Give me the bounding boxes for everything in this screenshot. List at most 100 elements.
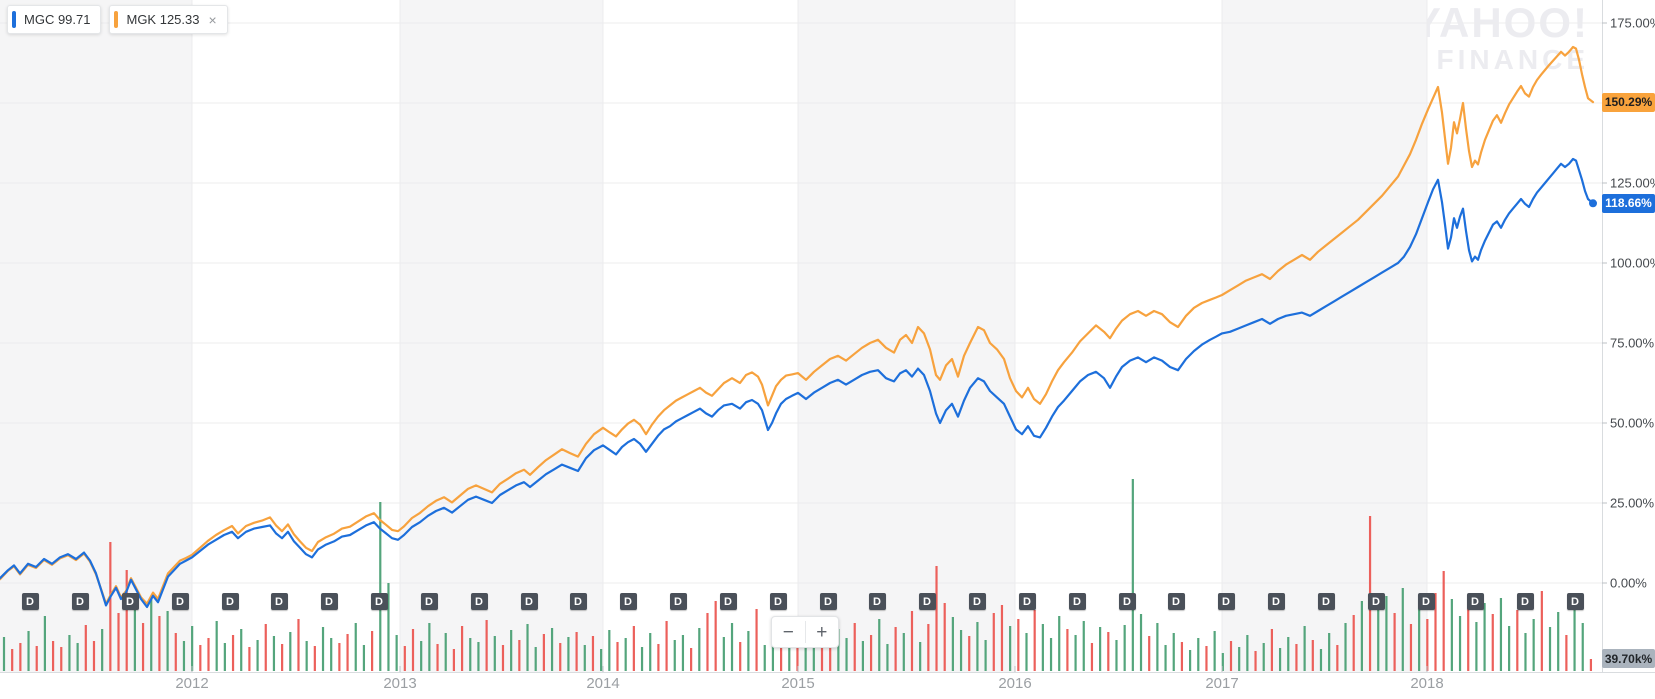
volume-bar <box>1548 627 1552 671</box>
volume-bar <box>878 619 881 671</box>
y-axis-label: 75.00% <box>1610 335 1655 351</box>
volume-bar <box>387 583 390 671</box>
zoom-control-divider <box>804 621 806 643</box>
dividend-marker[interactable]: D <box>1118 593 1136 610</box>
dividend-marker[interactable]: D <box>1018 593 1036 610</box>
volume-bar <box>395 635 398 671</box>
volume-bar <box>542 634 545 671</box>
zoom-out-button[interactable]: − <box>772 617 805 647</box>
legend-chip-mgc[interactable]: MGC 99.71 <box>7 5 102 34</box>
volume-bar <box>681 635 685 671</box>
volume-bar <box>1360 601 1363 671</box>
volume-bar <box>1090 643 1094 671</box>
dividend-marker[interactable]: D <box>520 593 538 610</box>
dividend-marker[interactable]: D <box>470 593 488 610</box>
volume-bar <box>76 643 79 671</box>
volume-bar <box>616 642 619 671</box>
dividend-marker[interactable]: D <box>769 593 787 610</box>
volume-bar <box>1189 650 1192 671</box>
volume-bar <box>640 647 644 671</box>
mgk-close-icon[interactable]: × <box>208 11 217 28</box>
dividend-marker[interactable]: D <box>619 593 637 610</box>
volume-bar <box>722 637 725 671</box>
volume-bar <box>1197 638 1200 671</box>
dividend-marker[interactable]: D <box>270 593 288 610</box>
dividend-marker[interactable]: D <box>320 593 338 610</box>
price-line-mgc[interactable] <box>0 157 1595 609</box>
dividend-marker[interactable]: D <box>1068 593 1086 610</box>
volume-bar <box>1139 614 1143 671</box>
volume-bar <box>976 622 979 671</box>
dividend-marker[interactable]: D <box>1217 593 1235 610</box>
dividend-marker[interactable]: D <box>1466 593 1484 610</box>
volume-bar <box>1180 642 1184 671</box>
volume-bar <box>330 638 333 671</box>
volume-bar <box>256 640 259 671</box>
dividend-marker[interactable]: D <box>968 593 986 610</box>
volume-bar <box>1238 647 1241 671</box>
volume-bar <box>1058 616 1061 671</box>
volume-bar <box>1401 588 1404 671</box>
dividend-marker[interactable]: D <box>669 593 687 610</box>
y-axis-label: 25.00% <box>1610 495 1655 511</box>
dividend-marker[interactable]: D <box>221 593 239 610</box>
volume-bar <box>1205 646 1208 671</box>
dividend-marker[interactable]: D <box>171 593 189 610</box>
volume-bar <box>1107 632 1110 671</box>
volume-bar <box>1418 605 1421 671</box>
volume-bar <box>1377 609 1380 671</box>
volume-bar <box>1123 625 1126 671</box>
dividend-marker[interactable]: D <box>819 593 837 610</box>
dividend-marker[interactable]: D <box>1317 593 1335 610</box>
dividend-marker[interactable]: D <box>569 593 587 610</box>
volume-bar <box>1426 619 1429 671</box>
volume-bar <box>665 621 668 671</box>
volume-bar <box>1557 612 1560 671</box>
volume-bar <box>297 619 300 671</box>
dividend-marker[interactable]: D <box>1516 593 1534 610</box>
volume-bar <box>518 640 521 671</box>
dividend-marker[interactable]: D <box>1267 593 1285 610</box>
volume-bar <box>1049 638 1053 671</box>
dividend-marker[interactable]: D <box>918 593 936 610</box>
year-band <box>1222 0 1427 672</box>
volume-bar <box>460 626 464 671</box>
volume-bar <box>1483 603 1486 671</box>
dividend-marker[interactable]: D <box>1417 593 1435 610</box>
volume-bar <box>1221 653 1224 671</box>
volume-bar <box>1287 637 1290 671</box>
volume-bar <box>1434 593 1437 671</box>
dividend-marker[interactable]: D <box>420 593 438 610</box>
dividend-marker[interactable]: D <box>21 593 39 610</box>
y-axis-label: 175.00% <box>1610 15 1655 31</box>
volume-bar <box>125 570 128 671</box>
dividend-marker[interactable]: D <box>370 593 388 610</box>
volume-bar <box>1270 629 1273 671</box>
dividend-marker[interactable]: D <box>1167 593 1185 610</box>
mgk-last-value-badge: 150.29% <box>1602 92 1655 112</box>
volume-bar <box>984 640 987 671</box>
legend-chip-mgk[interactable]: MGK 125.33 × <box>109 5 228 34</box>
dividend-marker[interactable]: D <box>121 593 139 610</box>
dividend-marker[interactable]: D <box>71 593 89 610</box>
y-axis-label: 50.00% <box>1610 415 1655 431</box>
volume-bar <box>1508 626 1511 671</box>
volume-bar <box>591 636 595 671</box>
dividend-marker[interactable]: D <box>868 593 886 610</box>
dividend-marker[interactable]: D <box>719 593 737 610</box>
volume-bar <box>19 643 22 671</box>
x-axis-year-label: 2018 <box>1410 675 1444 692</box>
volume-bar <box>1229 641 1233 671</box>
finance-logo-text: FINANCE <box>1436 44 1589 75</box>
zoom-in-button[interactable]: + <box>806 617 839 647</box>
volume-bar <box>1458 616 1462 671</box>
x-axis-year-label: 2012 <box>175 675 209 692</box>
volume-bar <box>1491 614 1494 671</box>
volume-bar <box>51 641 55 671</box>
volume-bar <box>780 627 783 671</box>
dividend-marker[interactable]: D <box>1566 593 1584 610</box>
price-line-mgk[interactable] <box>0 45 1595 605</box>
volume-bar <box>313 646 316 671</box>
dividend-marker[interactable]: D <box>1367 593 1385 610</box>
